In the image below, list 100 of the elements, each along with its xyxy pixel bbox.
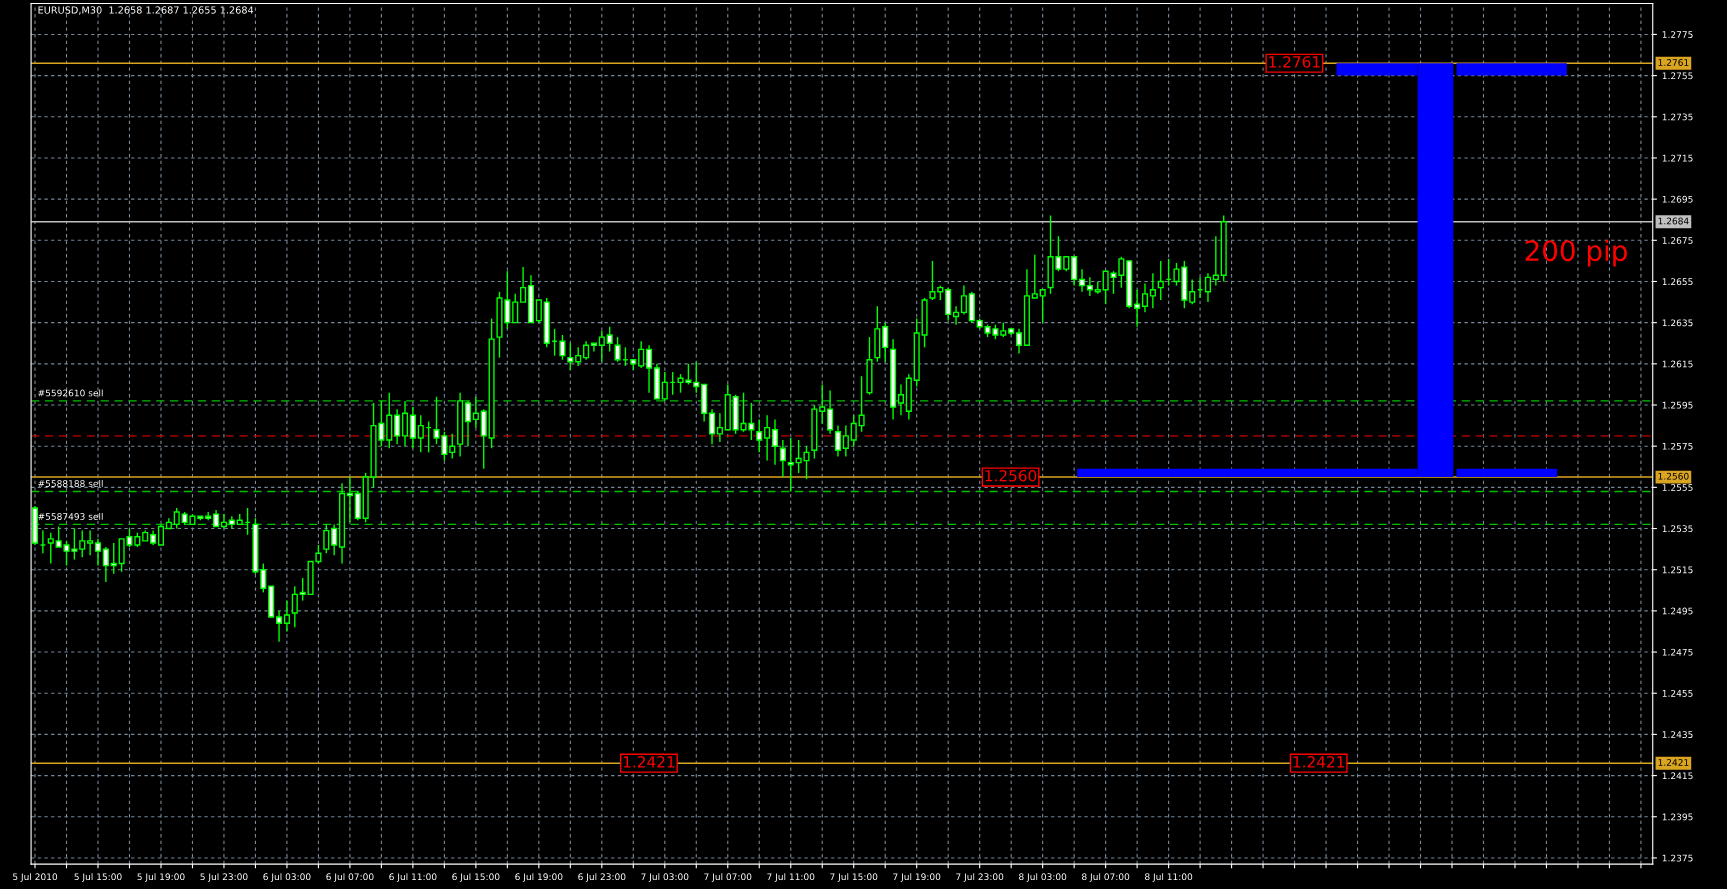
candlestick (819, 383, 826, 425)
candlestick (47, 531, 54, 565)
y-tick-label: 1.2675 (1662, 237, 1693, 244)
candlestick (79, 529, 86, 559)
y-tick-label: 1.2455 (1662, 689, 1693, 697)
x-tick-label: 6 Jul 23:00 (578, 873, 626, 882)
x-tick-label: 6 Jul 07:00 (326, 873, 374, 882)
ref-line-label: 1.2761 (1658, 59, 1689, 66)
candlestick (535, 299, 542, 324)
ref-line-label: 1.2421 (1658, 759, 1689, 766)
chart-title: EURUSD,M30 1.2658 1.2687 1.2655 1.2684 (38, 6, 254, 15)
x-tick-label: 5 Jul 23:00 (200, 873, 248, 882)
candlestick (283, 599, 290, 633)
candlestick (716, 412, 723, 443)
x-tick-label: 7 Jul 03:00 (641, 873, 689, 882)
x-tick-label: 5 Jul 19:00 (137, 873, 185, 882)
candlestick (323, 523, 330, 554)
candlestick (834, 424, 842, 458)
candlestick (1157, 260, 1164, 301)
candlestick (575, 346, 582, 367)
y-tick-label: 1.2695 (1662, 195, 1693, 203)
ref-line-label: 1.2684 (1658, 217, 1689, 225)
candlestick (1149, 272, 1156, 309)
candlestick (87, 529, 94, 556)
x-tick-label: 6 Jul 11:00 (389, 873, 437, 882)
candlestick (897, 383, 905, 416)
y-tick-label: 1.2375 (1662, 854, 1693, 862)
candlestick (827, 389, 834, 435)
y-tick-label: 1.2575 (1662, 442, 1693, 450)
candlestick (94, 538, 102, 567)
candlestick (850, 414, 857, 447)
y-tick-label: 1.2595 (1662, 401, 1693, 409)
candlestick (472, 396, 479, 429)
candlestick (1039, 289, 1046, 324)
candlestick (693, 361, 700, 394)
candlestick (331, 523, 338, 556)
candlestick (638, 340, 645, 369)
y-tick-label: 1.2775 (1662, 31, 1693, 38)
annotation: 1.2761 (1269, 56, 1320, 68)
candlestick (953, 305, 960, 326)
candlestick (1212, 235, 1219, 287)
candlestick (464, 400, 472, 447)
candlestick (708, 408, 716, 445)
candlestick (764, 414, 771, 462)
x-tick-label: 7 Jul 07:00 (704, 873, 752, 882)
candlestick (110, 542, 117, 575)
candlestick (598, 330, 605, 363)
ref-line-label: #5588188 sell (38, 479, 103, 487)
x-tick-label: 8 Jul 11:00 (1145, 873, 1193, 882)
annotation: 1.2421 (1293, 756, 1344, 768)
candlestick (401, 400, 409, 447)
y-tick-label: 1.2735 (1662, 113, 1693, 121)
candlestick (645, 344, 653, 394)
y-tick-label: 1.2715 (1662, 154, 1693, 162)
candlestick (157, 523, 165, 546)
x-tick-label: 5 Jul 15:00 (74, 873, 122, 882)
candlestick (1189, 278, 1196, 305)
candlestick (1015, 328, 1023, 355)
candlestick (559, 334, 566, 361)
x-tick-label: 8 Jul 03:00 (1019, 873, 1067, 882)
candlestick (409, 406, 416, 449)
y-tick-label: 1.2655 (1662, 278, 1693, 286)
candlestick (929, 260, 936, 301)
candlestick (661, 371, 668, 402)
candlestick (260, 562, 267, 594)
candlestick (346, 476, 353, 524)
candlestick (102, 546, 109, 583)
x-tick-label: 6 Jul 19:00 (515, 873, 563, 882)
y-tick-label: 1.2435 (1662, 731, 1693, 738)
candlestick (756, 418, 763, 454)
candlestick (1086, 276, 1093, 297)
y-tick-label: 1.2515 (1662, 566, 1693, 574)
y-tick-label: 1.2535 (1662, 525, 1693, 533)
candlestick (1031, 254, 1038, 299)
y-tick-label: 1.2755 (1662, 72, 1693, 80)
candlestick (858, 375, 865, 433)
x-tick-label: 6 Jul 03:00 (263, 873, 311, 882)
candlestick (583, 340, 590, 361)
candlestick (1071, 256, 1078, 287)
candlestick (449, 433, 456, 460)
annotation: 1.2421 (623, 756, 675, 768)
candlestick (228, 515, 235, 530)
x-tick-label: 5 Jul 2010 (13, 873, 58, 882)
y-tick-label: 1.2635 (1662, 319, 1693, 327)
y-tick-label: 1.2475 (1662, 648, 1693, 656)
x-tick-label: 7 Jul 23:00 (956, 873, 1004, 882)
x-tick-label: 7 Jul 19:00 (893, 873, 941, 882)
annotation: 200 pip (1525, 239, 1627, 267)
candlestick (520, 266, 527, 303)
ref-line-label: #5592610 sell (38, 389, 103, 397)
y-tick-label: 1.2395 (1662, 813, 1693, 821)
candlestick (787, 437, 794, 493)
candlestick (394, 408, 401, 445)
candlestick (567, 342, 574, 371)
x-tick-label: 6 Jul 15:00 (452, 873, 500, 882)
y-tick-label: 1.2415 (1662, 772, 1693, 780)
candlestick (590, 342, 597, 353)
candlestick (1134, 289, 1141, 328)
candlestick (276, 610, 283, 643)
candlestick (606, 326, 613, 353)
